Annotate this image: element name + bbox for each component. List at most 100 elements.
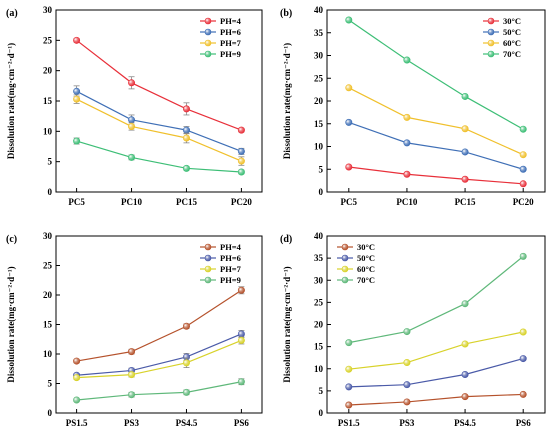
x-tick-label: PS6: [516, 418, 532, 428]
series-PH=6: [73, 85, 245, 155]
data-point: [237, 157, 245, 165]
legend-marker: [341, 243, 349, 251]
series-line: [348, 121, 524, 170]
y-tick-label: 10: [43, 349, 53, 359]
data-point: [461, 148, 469, 156]
data-point: [345, 84, 353, 92]
legend-marker: [204, 28, 212, 36]
series-30°C: [345, 390, 527, 409]
x-tick-label: PC10: [121, 197, 142, 207]
data-point: [237, 286, 245, 294]
legend-label: 70°C: [503, 49, 521, 59]
series-line: [76, 140, 242, 173]
legend-marker: [204, 265, 212, 273]
data-point: [237, 330, 245, 338]
series-30°C: [345, 163, 527, 188]
series-PH=4: [73, 286, 245, 365]
data-point: [182, 359, 190, 367]
legend-label: 60°C: [357, 264, 375, 274]
y-tick-label: 0: [319, 408, 324, 418]
x-tick-label: PS4.5: [454, 418, 476, 428]
data-point: [73, 95, 81, 103]
panel-label: (a): [6, 8, 18, 19]
y-tick-label: 10: [314, 142, 324, 152]
y-tick-label: 10: [43, 126, 53, 136]
y-tick-label: 35: [314, 28, 324, 38]
series-PH=7: [73, 336, 245, 382]
y-tick-label: 5: [48, 157, 53, 167]
x-tick-label: PC10: [396, 197, 417, 207]
data-point: [403, 398, 411, 406]
x-tick-label: PS1.5: [338, 418, 360, 428]
legend-marker: [204, 17, 212, 25]
series-line: [76, 339, 242, 379]
panel-label: (b): [280, 8, 292, 19]
data-point: [73, 137, 81, 145]
y-tick-label: 15: [314, 119, 324, 129]
y-axis-label: Dissolution rate(mg·cm⁻²·d⁻¹): [282, 266, 292, 382]
series-line: [348, 255, 524, 344]
legend-label: 50°C: [357, 253, 375, 263]
data-point: [128, 371, 136, 379]
series-line: [76, 333, 242, 376]
data-point: [461, 371, 469, 379]
y-tick-label: 30: [314, 51, 324, 61]
series-PH=7: [73, 94, 245, 166]
panel-label: (c): [6, 234, 17, 245]
legend-label: 30°C: [357, 242, 375, 252]
x-tick-label: PS4.5: [176, 418, 198, 428]
chart-panel-2: 0 5 10 15 20 25 30 35 40 PC5 PC10 PC15 PC20 Dissoluti…: [280, 5, 546, 207]
data-point: [519, 165, 527, 173]
legend-label: 50°C: [503, 27, 521, 37]
series-line: [348, 393, 524, 406]
legend: PH=4PH=6PH=7PH=9: [200, 16, 242, 59]
y-tick-label: 25: [43, 261, 53, 271]
y-tick-label: 5: [319, 386, 324, 396]
legend-marker: [487, 39, 495, 47]
series-PH=4: [73, 36, 245, 134]
series-line: [348, 19, 524, 130]
y-tick-label: 20: [43, 290, 53, 300]
data-point: [519, 180, 527, 188]
series-line: [76, 39, 242, 131]
legend-label: PH=4: [220, 242, 242, 252]
data-point: [461, 300, 469, 308]
y-tick-label: 35: [314, 253, 324, 263]
legend-marker: [204, 276, 212, 284]
y-tick-label: 20: [43, 66, 53, 76]
legend-label: 70°C: [357, 275, 375, 285]
data-point: [403, 170, 411, 178]
y-axis-label: Dissolution rate(mg·cm⁻²·d⁻¹): [6, 43, 16, 159]
data-point: [73, 396, 81, 404]
data-point: [73, 357, 81, 365]
legend-label: PH=6: [220, 27, 241, 37]
legend-marker: [341, 276, 349, 284]
y-tick-label: 30: [314, 275, 324, 285]
panel-label: (d): [280, 234, 292, 245]
series-PH=6: [73, 329, 245, 379]
data-point: [73, 374, 81, 382]
legend-marker: [341, 265, 349, 273]
data-point: [128, 348, 136, 356]
x-tick-label: PC20: [513, 197, 534, 207]
y-tick-label: 30: [43, 5, 53, 15]
series-50°C: [345, 355, 527, 391]
y-tick-label: 25: [314, 73, 324, 83]
x-tick-label: PC15: [455, 197, 476, 207]
y-tick-label: 10: [314, 364, 324, 374]
data-point: [461, 340, 469, 348]
data-point: [345, 163, 353, 171]
data-point: [128, 79, 136, 87]
data-point: [345, 339, 353, 347]
data-point: [345, 401, 353, 409]
x-tick-label: PS1.5: [66, 418, 88, 428]
series-line: [76, 90, 242, 152]
x-tick-label: PS3: [124, 418, 140, 428]
x-tick-label: PC15: [176, 197, 197, 207]
data-point: [403, 113, 411, 121]
data-point: [403, 328, 411, 336]
legend-label: PH=9: [220, 275, 241, 285]
data-point: [128, 122, 136, 130]
legend-label: 60°C: [503, 38, 521, 48]
